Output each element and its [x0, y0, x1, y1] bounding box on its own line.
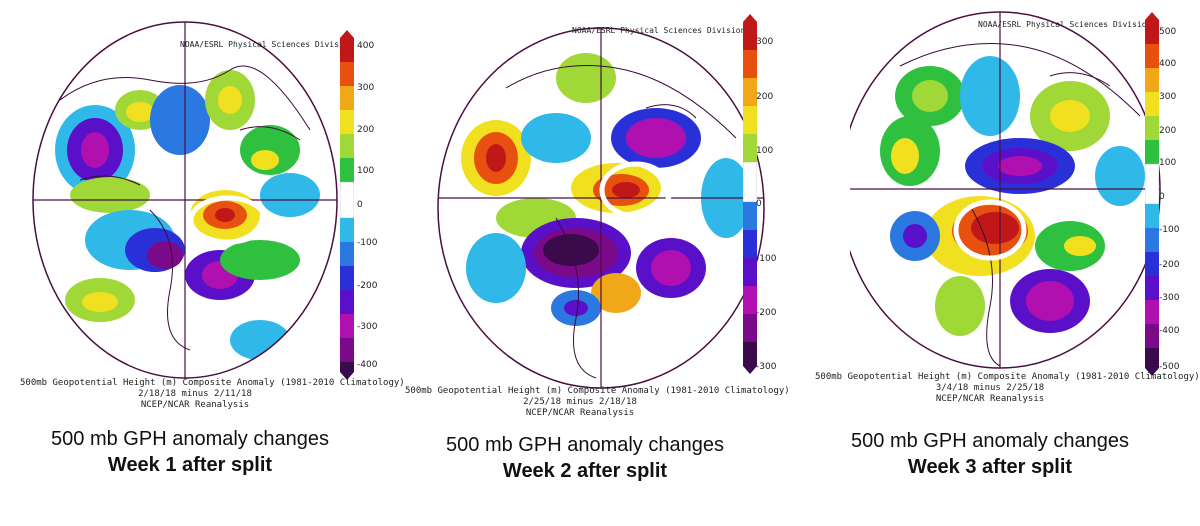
- anomaly-blob: [147, 241, 183, 269]
- colorbar-tick: -300: [756, 362, 777, 372]
- footer-dates: 3/4/18 minus 2/25/18: [935, 383, 1045, 393]
- anomaly-blob: [215, 208, 235, 222]
- footer-title: 500mb Geopotential Height (m) Composite …: [815, 372, 1200, 382]
- anomaly-blob: [1050, 100, 1090, 132]
- source-label: NOAA/ESRL Physical Sciences Division: [978, 20, 1152, 29]
- caption-line2: Week 3 after split: [907, 456, 1073, 478]
- colorbar-tick: -500: [1159, 362, 1180, 372]
- colorbar-tick: 300: [756, 37, 774, 47]
- caption-line1: 500 mb GPH anomaly changes: [851, 430, 1129, 452]
- footer-reanalysis: NCEP/NCAR Reanalysis: [140, 400, 250, 410]
- anomaly-blob: [486, 144, 506, 172]
- map-footer: 500mb Geopotential Height (m) Composite …: [405, 386, 790, 419]
- colorbar-tick: 300: [1159, 92, 1177, 102]
- colorbar-tick: -100: [357, 238, 378, 248]
- footer-title: 500mb Geopotential Height (m) Composite …: [20, 378, 405, 388]
- colorbar-tick: -300: [1159, 293, 1180, 303]
- colorbar-tick: -300: [357, 322, 378, 332]
- anomaly-blob: [466, 233, 526, 303]
- anomaly-blob: [960, 56, 1020, 136]
- anomaly-blob: [150, 85, 210, 155]
- colorbar-tick: 200: [1159, 126, 1177, 136]
- highlight-ring: [599, 161, 673, 219]
- footer-dates: 2/25/18 minus 2/18/18: [523, 397, 637, 407]
- colorbar-tick: 200: [357, 125, 375, 135]
- colorbar-tick: -200: [1159, 260, 1180, 270]
- anomaly-blob: [1026, 281, 1074, 321]
- colorbar: [1145, 12, 1159, 376]
- anomaly-map: [850, 11, 1161, 369]
- colorbar-tick: 200: [756, 92, 774, 102]
- map-footer: 500mb Geopotential Height (m) Composite …: [20, 378, 405, 411]
- anomaly-blob: [126, 102, 154, 122]
- anomaly-blob: [591, 273, 641, 313]
- caption-line2: Week 2 after split: [502, 460, 668, 482]
- anomaly-blob: [1095, 146, 1145, 206]
- colorbar-tick: 500: [1159, 27, 1177, 37]
- colorbar-tick: 0: [756, 199, 762, 209]
- footer-title: 500mb Geopotential Height (m) Composite …: [405, 386, 790, 396]
- source-label: NOAA/ESRL Physical Sciences Division: [572, 26, 746, 35]
- anomaly-blob: [564, 300, 588, 316]
- colorbar-tick: -400: [1159, 326, 1180, 336]
- caption-line1: 500 mb GPH anomaly changes: [51, 428, 329, 450]
- anomaly-blob: [935, 276, 985, 336]
- anomaly-blob: [903, 224, 927, 248]
- footer-dates: 2/18/18 minus 2/11/18: [138, 389, 252, 399]
- anomaly-blob: [1064, 236, 1096, 256]
- highlight-ring: [188, 195, 268, 245]
- anomaly-blob: [251, 150, 279, 170]
- colorbar-tick: -100: [1159, 225, 1180, 235]
- anomaly-map: [437, 27, 765, 389]
- anomaly-blob: [260, 173, 320, 217]
- panel-week2: NOAA/ESRL Physical Sciences Division 300…: [400, 0, 800, 526]
- anomaly-blob: [651, 250, 691, 286]
- colorbar-tick: 400: [357, 41, 375, 51]
- colorbar-tick: 400: [1159, 59, 1177, 69]
- anomaly-blob: [521, 113, 591, 163]
- colorbar-tick: 100: [357, 166, 375, 176]
- colorbar-tick: -100: [756, 254, 777, 264]
- highlight-ring: [953, 199, 1027, 261]
- panel-week1: NOAA/ESRL Physical Sciences Division 400…: [0, 0, 405, 526]
- panel-caption: 500 mb GPH anomaly changes Week 3 after …: [810, 428, 1170, 480]
- caption-line2: Week 1 after split: [107, 454, 273, 476]
- footer-reanalysis: NCEP/NCAR Reanalysis: [935, 394, 1045, 404]
- colorbar: [340, 30, 354, 380]
- colorbar-tick: 100: [756, 146, 774, 156]
- anomaly-blob: [70, 177, 150, 213]
- anomaly-blob: [912, 80, 948, 112]
- anomaly-blob: [971, 212, 1019, 244]
- anomaly-blob: [218, 86, 242, 114]
- panel-week3: NOAA/ESRL Physical Sciences Division 500…: [800, 0, 1200, 526]
- anomaly-blob: [891, 138, 919, 174]
- colorbar-tick: -200: [357, 281, 378, 291]
- panel-caption: 500 mb GPH anomaly changes Week 1 after …: [20, 426, 360, 478]
- anomaly-blob: [81, 132, 109, 168]
- anomaly-blob: [998, 156, 1042, 176]
- colorbar-tick: -200: [756, 308, 777, 318]
- colorbar-tick: 0: [1159, 192, 1165, 202]
- caption-line1: 500 mb GPH anomaly changes: [446, 434, 724, 456]
- anomaly-blob: [220, 240, 300, 280]
- source-label: NOAA/ESRL Physical Sciences Division: [180, 40, 354, 49]
- colorbar-tick: -400: [357, 360, 378, 370]
- colorbar-tick: 300: [357, 83, 375, 93]
- map-footer: 500mb Geopotential Height (m) Composite …: [815, 372, 1200, 405]
- anomaly-map: [32, 21, 338, 379]
- colorbar-tick: 100: [1159, 158, 1177, 168]
- panel-caption: 500 mb GPH anomaly changes Week 2 after …: [400, 432, 770, 484]
- anomaly-blob: [626, 118, 686, 158]
- colorbar: [743, 14, 757, 374]
- anomaly-blob: [82, 292, 118, 312]
- anomaly-blob: [556, 53, 616, 103]
- colorbar-tick: 0: [357, 200, 363, 210]
- anomaly-blob: [612, 182, 640, 198]
- footer-reanalysis: NCEP/NCAR Reanalysis: [525, 408, 635, 418]
